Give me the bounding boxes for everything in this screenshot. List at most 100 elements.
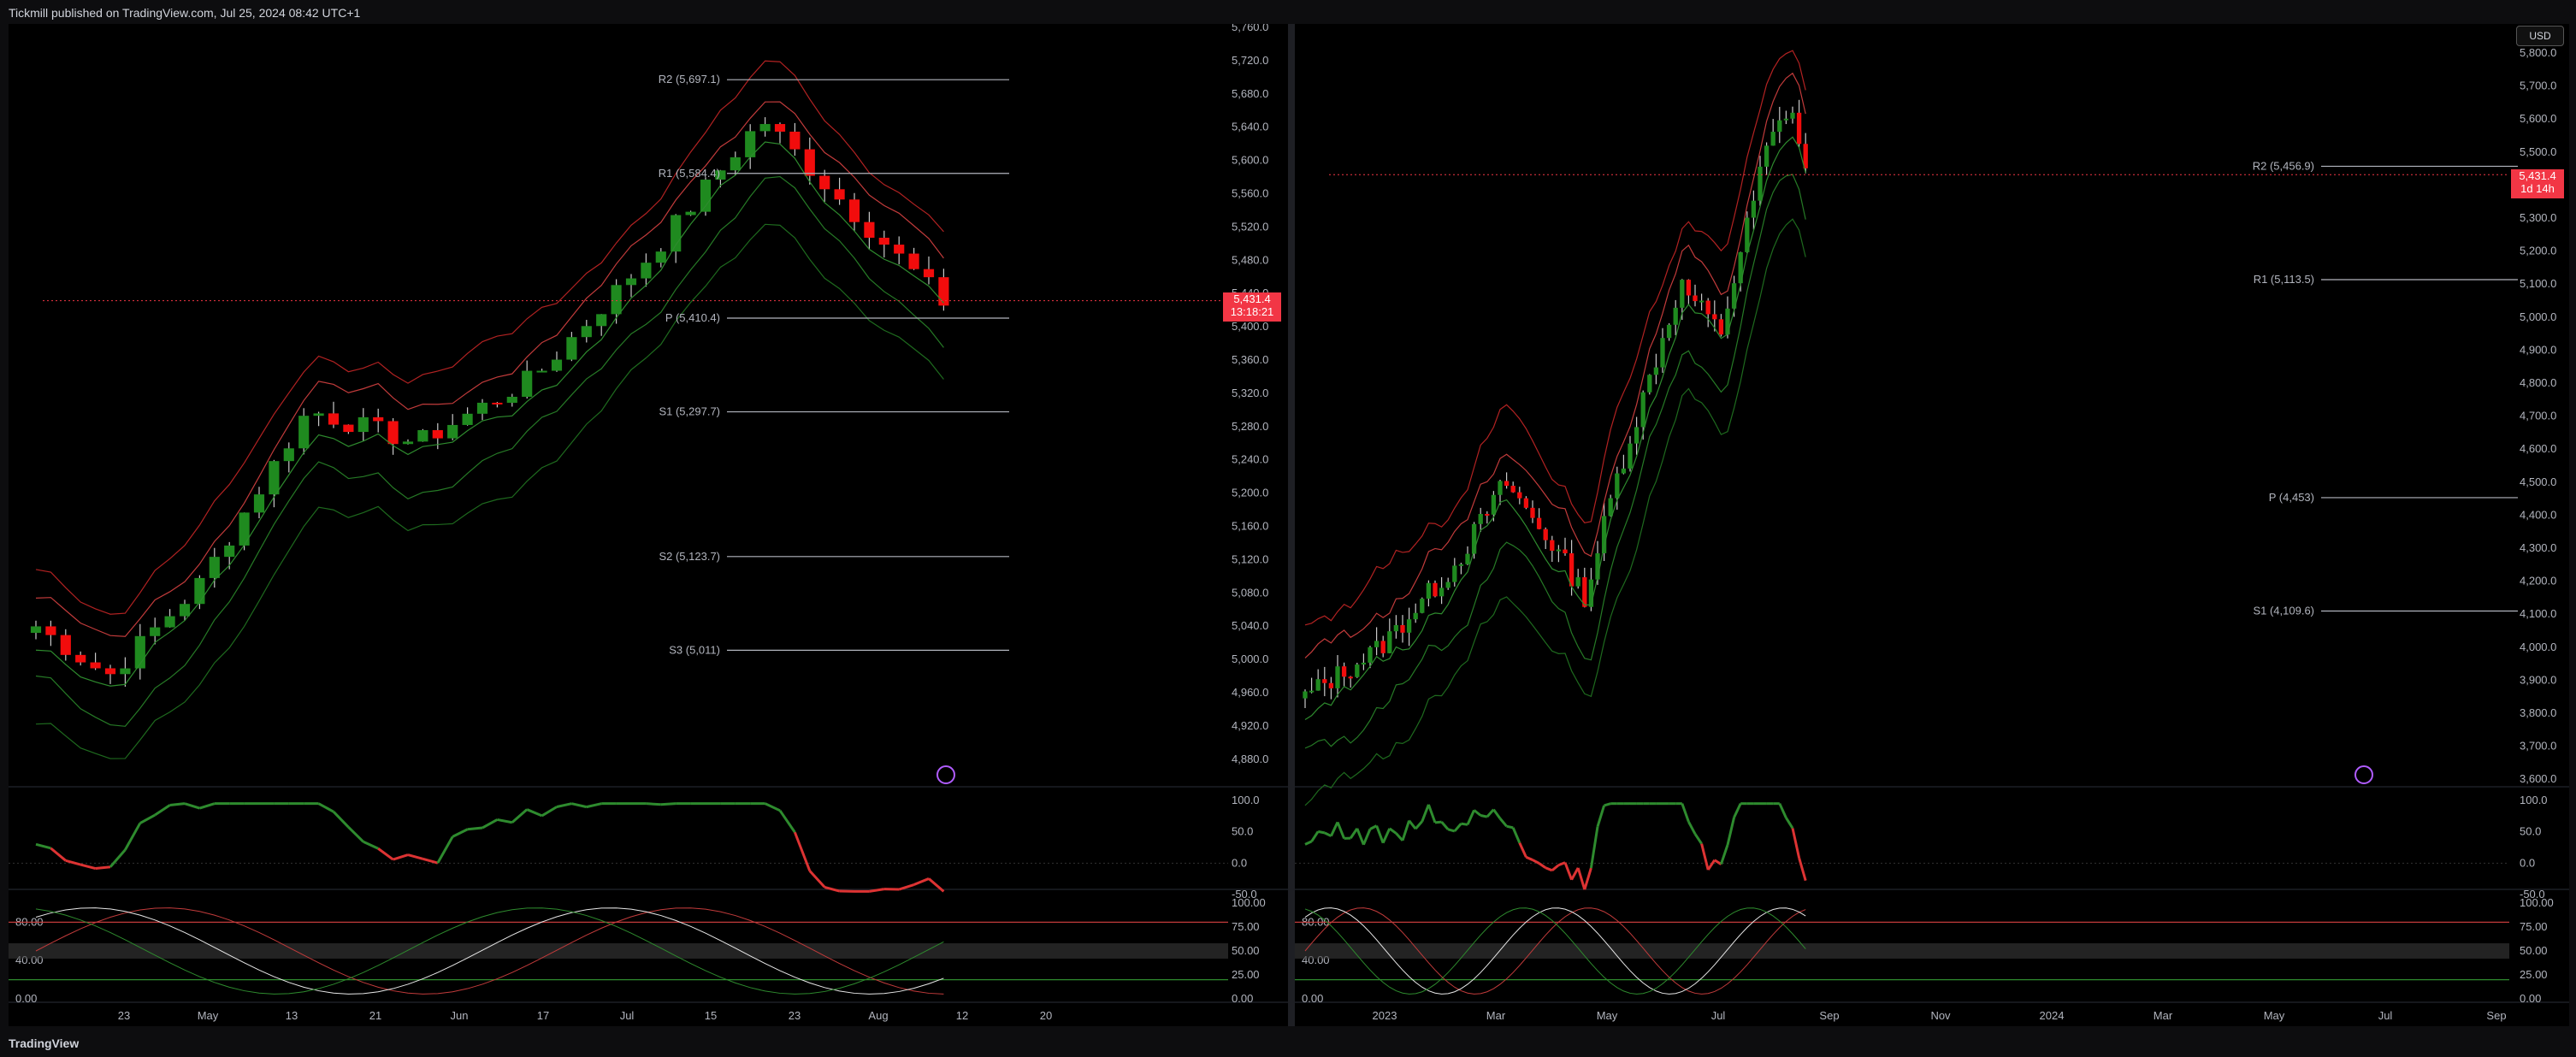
right-candle	[1550, 540, 1555, 551]
right-price-axis-label: 3,800.0	[2520, 706, 2556, 719]
left-price-axis-label: 5,400.0	[1232, 320, 1268, 333]
left-chart-svg[interactable]: 5,760.0 5,720.0 5,680.0 5,640.0 5,600.0 5,560…	[9, 24, 1288, 1026]
right-rsi-segment	[1798, 857, 1807, 882]
right-price-axis-label: 4,600.0	[2520, 442, 2556, 455]
right-rsi-segment	[1401, 820, 1411, 841]
right-rsi-segment	[1532, 859, 1540, 865]
left-rsi-segment	[363, 840, 379, 850]
right-chart-panel[interactable]: 5,800.05,700.05,600.05,500.05,400.05,300…	[1295, 24, 2569, 1026]
left-rsi-axis-label: 100.0	[1232, 794, 1260, 806]
left-rsi-axis-label: 50.0	[1232, 825, 1253, 838]
right-stoch-axis-label: 100.00	[2520, 896, 2554, 909]
left-rsi-segment	[332, 811, 350, 829]
right-rsi-segment	[1330, 821, 1339, 837]
left-rsi-segment	[660, 802, 676, 806]
footer: TradingView	[0, 1030, 2576, 1057]
right-candle	[1575, 576, 1580, 587]
right-chart-svg[interactable]: 5,800.05,700.05,600.05,500.05,400.05,300…	[1295, 24, 2569, 1026]
right-candle	[1628, 443, 1633, 469]
left-candle	[864, 221, 875, 239]
left-candle	[611, 285, 622, 315]
right-rsi-segment	[1545, 866, 1553, 872]
right-candle	[1777, 120, 1782, 133]
right-candle	[1341, 666, 1347, 677]
left-candle	[789, 131, 801, 150]
left-upper-band-inner	[35, 101, 944, 637]
right-candle	[1582, 576, 1587, 607]
right-candle	[1595, 552, 1600, 580]
right-rsi-segment	[1681, 803, 1690, 823]
tradingview-logo: TradingView	[9, 1036, 80, 1050]
left-candle	[313, 413, 324, 416]
right-candle	[1523, 498, 1529, 508]
publish-header: Tickmill published on TradingView.com, J…	[0, 0, 2576, 24]
right-candle	[1406, 619, 1412, 633]
left-stoch-line	[35, 907, 944, 995]
left-rsi-segment	[452, 828, 469, 838]
left-candle	[492, 402, 503, 404]
left-candle	[536, 370, 547, 373]
right-candle	[1712, 314, 1717, 320]
left-price-axis-label: 5,080.0	[1232, 586, 1268, 599]
left-rsi-segment	[556, 802, 572, 808]
right-candle	[1348, 676, 1353, 679]
left-rsi-segment	[124, 822, 142, 851]
left-candle	[209, 557, 220, 578]
left-events-icon	[936, 765, 955, 784]
right-stoch-axis-label: 25.00	[2520, 968, 2548, 981]
left-candle	[90, 662, 101, 669]
left-rsi-segment	[109, 848, 127, 868]
right-candle	[1673, 307, 1678, 325]
right-middle-band	[1304, 136, 1806, 721]
right-rsi-segment	[1563, 862, 1574, 881]
left-rsi-segment	[169, 802, 186, 806]
right-candle	[1413, 612, 1418, 620]
left-rsi-segment	[65, 859, 81, 866]
left-upper-band-outer	[35, 60, 944, 615]
right-rsi-segment	[1395, 832, 1404, 841]
right-candle	[1764, 145, 1770, 167]
left-rsi-segment	[422, 857, 439, 865]
right-rsi-segment	[1719, 844, 1729, 865]
left-candle	[194, 577, 205, 605]
right-rsi-axis-label: 50.0	[2520, 825, 2541, 838]
left-pivot-label: P (5,410.4)	[665, 311, 720, 324]
right-candle	[1653, 367, 1659, 375]
right-rsi-axis-label: -50.0	[2520, 888, 2545, 901]
right-candle	[1380, 641, 1385, 653]
left-time-axis-label: Jul	[620, 1009, 635, 1022]
right-rsi-segment	[1700, 843, 1710, 871]
left-candle	[30, 626, 42, 634]
left-price-axis-label: 5,200.0	[1232, 487, 1268, 499]
panel-divider[interactable]	[1288, 24, 1295, 1026]
left-rsi-segment	[497, 818, 513, 824]
left-rsi-segment	[317, 802, 334, 813]
left-candle	[164, 616, 175, 628]
left-candle	[120, 668, 131, 675]
right-rsi-axis-label: 0.0	[2520, 856, 2535, 869]
right-candle	[1647, 375, 1652, 393]
left-candle	[432, 429, 443, 439]
currency-button[interactable]: USD	[2516, 26, 2564, 46]
left-rsi-segment	[95, 865, 111, 871]
left-candle	[45, 626, 56, 635]
left-chart-panel[interactable]: 5,760.0 5,720.0 5,680.0 5,640.0 5,600.0 5,560…	[9, 24, 1288, 1026]
right-candle	[1491, 494, 1497, 515]
right-rsi-segment	[1525, 855, 1533, 861]
right-candle	[1328, 682, 1334, 688]
right-candle	[1725, 308, 1730, 335]
right-rsi-segment	[1415, 820, 1423, 830]
left-time-axis-label: May	[198, 1009, 219, 1022]
right-rsi-segment	[1583, 867, 1592, 890]
right-pivot-label: S1 (4,109.6)	[2253, 604, 2314, 617]
right-rsi-segment	[1551, 864, 1560, 871]
left-price-axis-label: 5,520.0	[1232, 220, 1268, 233]
left-pivot-label: S3 (5,011)	[669, 643, 720, 656]
right-candle	[1745, 217, 1750, 252]
left-time-axis-label: 15	[705, 1009, 717, 1022]
left-candle	[387, 421, 399, 445]
right-candle	[1400, 624, 1405, 633]
left-candle	[476, 402, 488, 414]
left-candle	[730, 156, 741, 171]
right-price-axis-label: 5,600.0	[2520, 112, 2556, 125]
